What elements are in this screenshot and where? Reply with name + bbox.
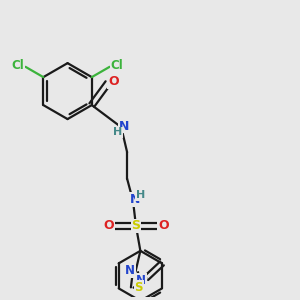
Text: O: O — [108, 75, 119, 88]
Text: S: S — [135, 281, 143, 294]
Text: Cl: Cl — [12, 59, 25, 72]
Text: H: H — [113, 128, 122, 137]
Text: O: O — [158, 219, 169, 232]
Text: N: N — [136, 274, 146, 287]
Text: N: N — [118, 119, 129, 133]
Text: N: N — [125, 264, 135, 277]
Text: S: S — [131, 219, 140, 232]
Text: O: O — [103, 219, 114, 232]
Text: N: N — [130, 193, 140, 206]
Text: Cl: Cl — [111, 59, 123, 72]
Text: H: H — [136, 190, 145, 200]
